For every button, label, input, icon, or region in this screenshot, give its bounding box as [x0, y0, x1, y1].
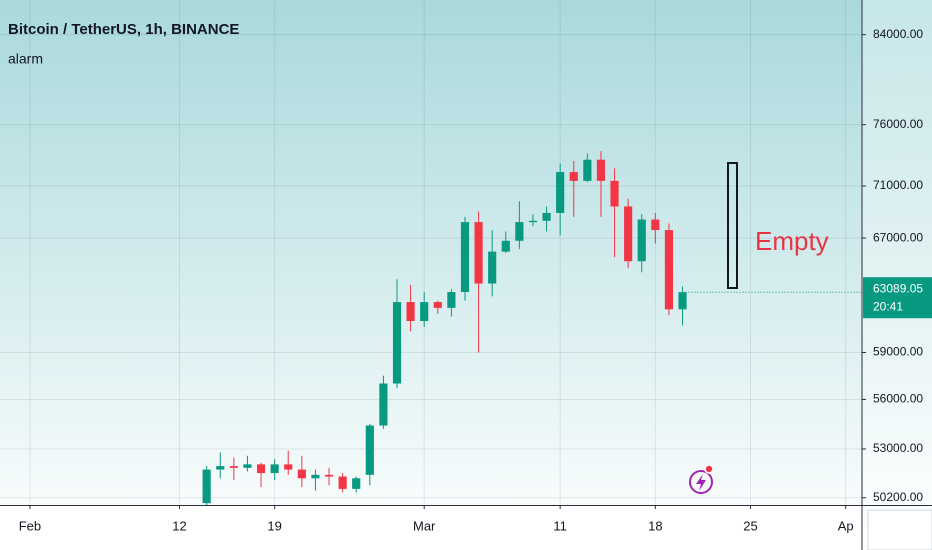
x-tick-label: 12: [172, 518, 186, 533]
x-tick-label: Ap: [838, 518, 854, 533]
candle-body: [229, 466, 238, 468]
corner-box: [867, 509, 932, 550]
candle-body: [352, 478, 361, 489]
chart-title: Bitcoin / TetherUS, 1h, BINANCE: [8, 21, 239, 38]
candle-body: [392, 302, 402, 384]
y-tick-label: 71000.00: [873, 178, 923, 192]
x-tick-label: 18: [648, 518, 662, 533]
candle-body: [583, 159, 592, 181]
empty-box: [727, 162, 738, 289]
candle-body: [664, 230, 674, 310]
candle-body: [556, 172, 565, 213]
candle-body: [270, 464, 279, 474]
candle-body: [528, 220, 538, 223]
candle-body: [651, 219, 660, 231]
x-tick-label: 11: [553, 518, 567, 533]
candle-body: [379, 383, 388, 426]
y-tick-label: 59000.00: [873, 345, 923, 359]
x-tick-label: Feb: [19, 518, 41, 533]
candle-body: [202, 469, 211, 504]
candle-body: [569, 172, 578, 181]
candle-body: [365, 425, 374, 475]
candle-body: [501, 240, 510, 252]
candle-body: [610, 180, 619, 207]
lightning-icon[interactable]: [689, 464, 714, 494]
x-tick-label: Mar: [413, 518, 436, 533]
icon-bolt[interactable]: [696, 474, 706, 491]
price-label-bg: [863, 277, 932, 319]
countdown: 20:41: [873, 299, 903, 313]
candle-body: [596, 159, 606, 181]
x-tick-label: 19: [267, 518, 281, 533]
time-axis-bg: [0, 505, 862, 550]
candle-body: [243, 464, 252, 468]
price-axis-bg: [862, 0, 932, 550]
x-tick-label: 25: [743, 518, 757, 533]
candle-body: [406, 302, 415, 322]
candle-body: [324, 474, 334, 477]
candle-body: [447, 292, 456, 308]
annotation: Empty: [755, 226, 829, 256]
candle-body: [433, 302, 442, 308]
icon-dot[interactable]: [704, 464, 714, 474]
candle-body: [515, 222, 524, 241]
candle-body: [542, 212, 551, 221]
candle-body: [460, 222, 470, 293]
candle-body: [678, 292, 687, 310]
candle-body: [624, 206, 633, 262]
icon-circle[interactable]: [689, 470, 713, 494]
candle-body: [637, 219, 646, 262]
y-tick-label: 53000.00: [873, 441, 923, 455]
candle-body: [420, 302, 429, 322]
grid: [0, 0, 862, 505]
candle-body: [256, 464, 266, 474]
candle-body: [284, 464, 293, 470]
price-label: 63089.05: [873, 281, 923, 295]
y-tick-label: 67000.00: [873, 230, 923, 244]
candle-body: [216, 466, 225, 470]
y-tick-label: 56000.00: [873, 392, 923, 406]
candle-body: [311, 474, 320, 479]
indicator-name[interactable]: alarm: [8, 51, 43, 67]
y-tick-label: 84000.00: [873, 27, 923, 41]
y-tick-label: 50200.00: [873, 490, 923, 504]
candle-body: [338, 476, 347, 489]
candle-body: [474, 222, 483, 284]
candles: [202, 151, 687, 505]
y-tick-label: 76000.00: [873, 117, 923, 131]
candle-body: [488, 251, 497, 284]
candle-body: [297, 469, 306, 479]
